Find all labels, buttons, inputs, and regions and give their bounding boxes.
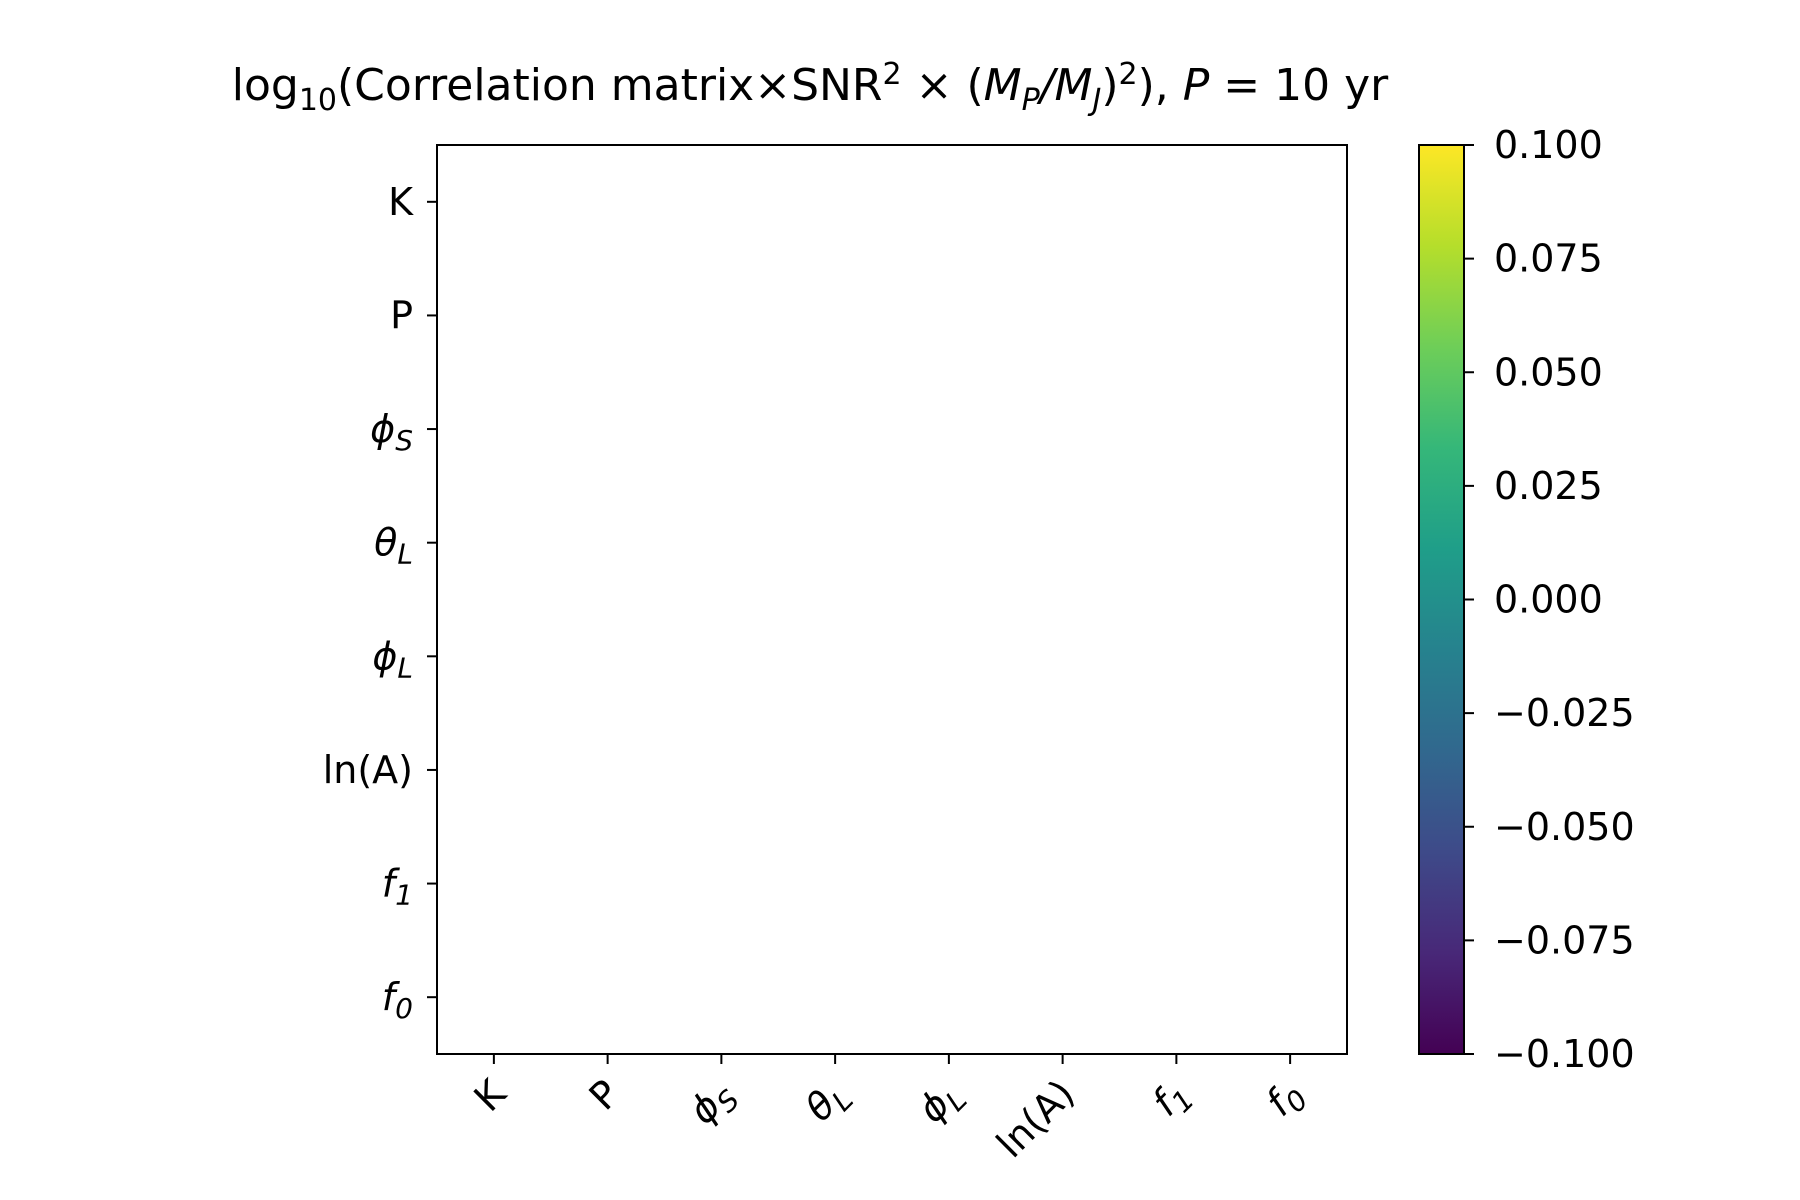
y-tick-label: θL [374, 521, 413, 571]
colorbar [1418, 144, 1465, 1055]
colorbar-tick-label: −0.025 [1494, 691, 1635, 735]
x-tick-label: θL [797, 1071, 860, 1134]
colorbar-ticks: 0.100 0.075 0.050 0.025 0.000 −0.025 −0.050 −0.… [1464, 123, 1635, 1076]
x-tick-label: K [466, 1070, 515, 1119]
x-tick-label: P [581, 1071, 628, 1118]
colorbar-tick-label: −0.050 [1494, 805, 1635, 849]
x-tick-label: ln(A) [988, 1071, 1083, 1166]
y-tick-label: f1 [382, 862, 413, 912]
x-tick-label: ϕL [909, 1071, 973, 1135]
heatmap-plot-area [436, 144, 1348, 1055]
colorbar-tick-label: −0.075 [1494, 918, 1635, 962]
colorbar-tick-label: 0.025 [1494, 464, 1603, 508]
colorbar-tick-label: 0.050 [1494, 350, 1603, 394]
x-tick-label: f0 [1257, 1071, 1314, 1128]
colorbar-tick-label: 0.000 [1494, 578, 1603, 622]
colorbar-tick-label: −0.100 [1494, 1032, 1635, 1076]
y-tick-label: f0 [382, 975, 413, 1025]
x-tick-label: ϕS [680, 1071, 746, 1137]
y-tick-label: P [390, 293, 413, 337]
y-tick-label: ϕS [370, 407, 413, 457]
colorbar-tick-label: 0.075 [1494, 237, 1603, 281]
y-tick-label: ϕL [372, 634, 413, 684]
y-tick-label: ln(A) [323, 748, 413, 792]
colorbar-tick-label: 0.100 [1494, 123, 1603, 167]
y-axis-ticks: K PϕS θL ϕL ln(A) f1 f0 [323, 180, 437, 1025]
y-tick-label: K [388, 180, 414, 224]
x-tick-label: f1 [1144, 1071, 1201, 1128]
chart-title: log10(Correlation matrix×SNR2 × (MP/MJ)2… [232, 57, 1389, 118]
